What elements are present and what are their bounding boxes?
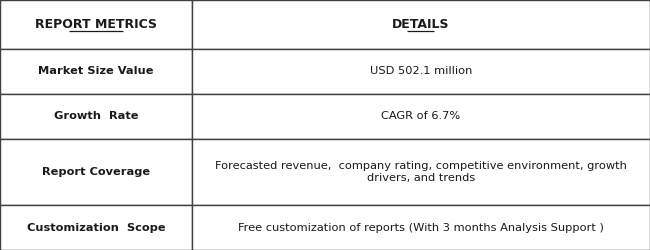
Bar: [0, 94, 192, 138]
Bar: [192, 94, 650, 138]
Text: Market Size Value: Market Size Value: [38, 66, 153, 76]
Text: Report Coverage: Report Coverage: [42, 167, 150, 177]
Bar: [192, 49, 650, 94]
Text: Free customization of reports (With 3 months Analysis Support ): Free customization of reports (With 3 mo…: [238, 222, 604, 232]
Text: DETAILS: DETAILS: [392, 18, 450, 31]
Text: CAGR of 6.7%: CAGR of 6.7%: [382, 111, 460, 121]
Text: Forecasted revenue,  company rating, competitive environment, growth
drivers, an: Forecasted revenue, company rating, comp…: [215, 161, 627, 183]
Bar: [0, 0, 192, 49]
Text: REPORT METRICS: REPORT METRICS: [35, 18, 157, 31]
Text: Customization  Scope: Customization Scope: [27, 222, 165, 232]
Text: Growth  Rate: Growth Rate: [53, 111, 138, 121]
Bar: [192, 0, 650, 49]
Bar: [0, 49, 192, 94]
Text: USD 502.1 million: USD 502.1 million: [370, 66, 472, 76]
Bar: [0, 138, 192, 205]
Bar: [192, 205, 650, 250]
Bar: [0, 205, 192, 250]
Bar: [192, 138, 650, 205]
